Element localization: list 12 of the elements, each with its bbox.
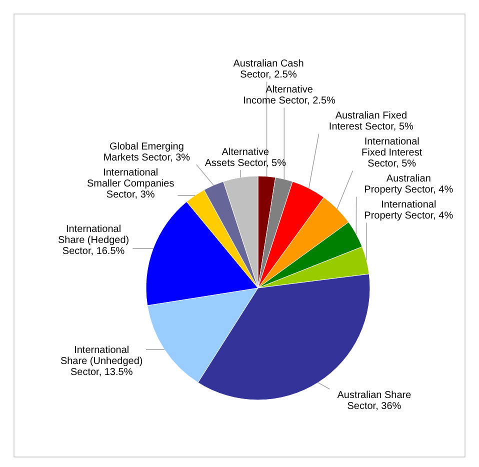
slice-label: Australian Fixed Interest Sector, 5% [328,110,414,133]
slice-label: Australian Cash Sector, 2.5% [233,58,304,81]
slice-label: Global Emerging Markets Sector, 3% [103,142,190,164]
slice-label: International Share (Hedged) Sector, 16.5% [58,224,130,258]
slice-label: International Property Sector, 4% [364,200,454,222]
slice-label: Australian Property Sector, 4% [364,174,454,196]
slice-label: International Fixed Interest Sector, 5% [362,136,422,170]
slice-label: Alternative Income Sector, 2.5% [243,84,336,107]
slice-label: Alternative Assets Sector, 5% [204,147,286,169]
slice-label: International Smaller Companies Sector, 3% [86,168,174,201]
slice-label: International Share (Unhedged) Sector, 13.5% [60,345,143,378]
slice-label: Australian Share Sector, 36% [337,390,412,412]
